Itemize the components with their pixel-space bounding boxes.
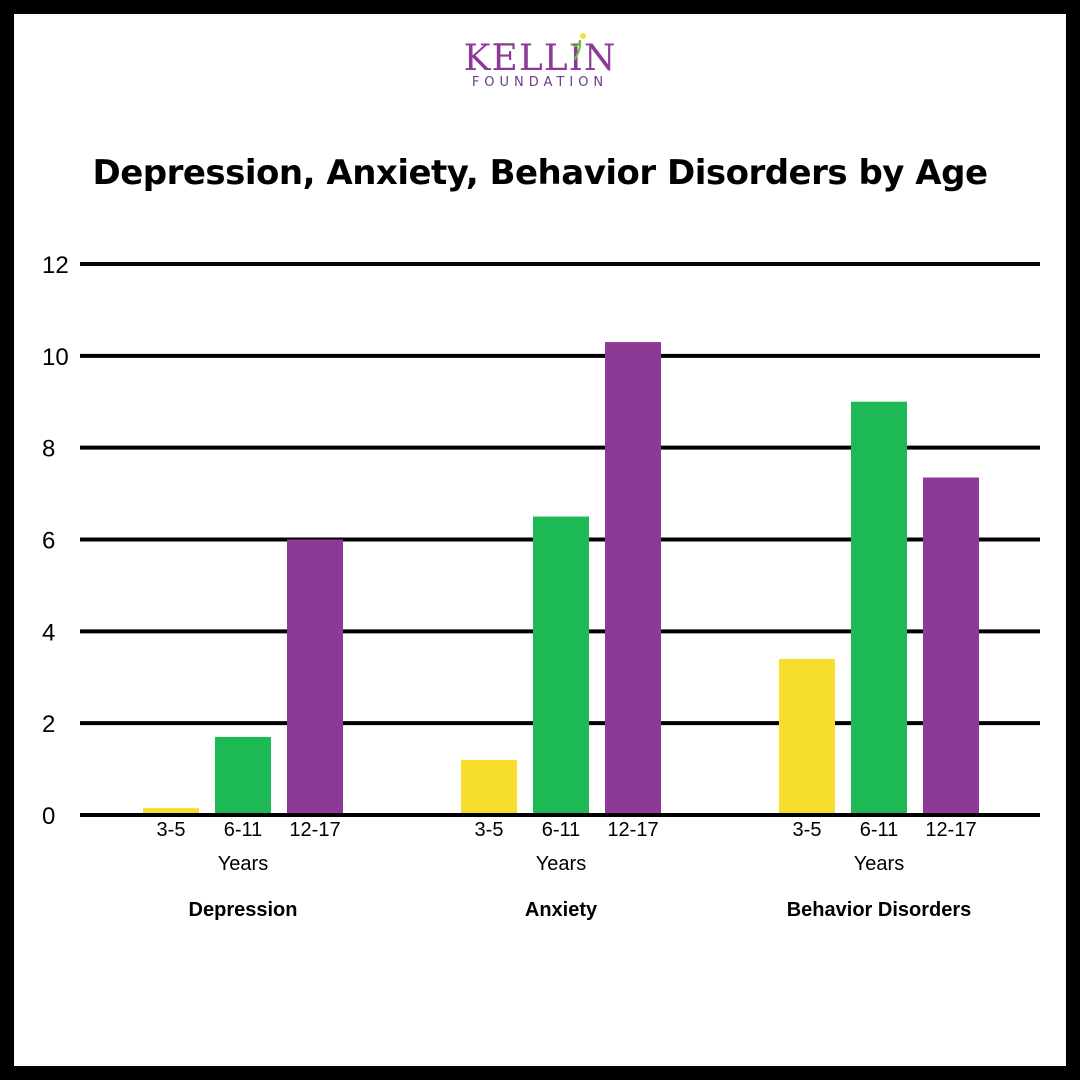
category-unit-label: Years <box>536 853 586 875</box>
category-label-3-5: 3-5 <box>157 819 186 841</box>
y-tick-label-0: 0 <box>42 803 55 830</box>
category-label-12-17: 12-17 <box>289 819 340 841</box>
logo-subtext: FOUNDATION <box>471 75 609 90</box>
y-tick-label-10: 10 <box>42 344 69 371</box>
y-tick-label-8: 8 <box>42 436 55 463</box>
bar-anxiety-3-5 <box>461 759 517 813</box>
bar-anxiety-6-11 <box>533 516 589 813</box>
category-label-12-17: 12-17 <box>925 819 976 841</box>
kellin-foundation-logo: KELLIN FOUNDATION <box>0 33 1080 90</box>
bar-depression-3-5 <box>143 808 199 813</box>
logo-main-text: KELLIN <box>463 38 617 79</box>
bar-behavior-disorders-3-5 <box>779 658 835 813</box>
y-tick-label-12: 12 <box>42 252 69 279</box>
bar-behavior-disorders-12-17 <box>923 477 979 813</box>
logo-wordmark: KELLIN <box>463 33 617 79</box>
leaf-figure-icon <box>570 33 587 61</box>
group-label-behavior-disorders: Behavior Disorders <box>787 899 972 921</box>
y-tick-label-2: 2 <box>42 711 55 738</box>
chart-title: Depression, Anxiety, Behavior Disorders … <box>92 153 988 193</box>
category-label-3-5: 3-5 <box>475 819 504 841</box>
category-label-6-11: 6-11 <box>542 819 581 841</box>
category-label-6-11: 6-11 <box>224 819 263 841</box>
bar-anxiety-12-17 <box>605 342 661 813</box>
category-unit-label: Years <box>218 853 268 875</box>
category-label-3-5: 3-5 <box>793 819 822 841</box>
category-label-6-11: 6-11 <box>860 819 899 841</box>
category-unit-label: Years <box>854 853 904 875</box>
bar-behavior-disorders-6-11 <box>851 401 907 813</box>
group-label-anxiety: Anxiety <box>525 899 598 921</box>
y-tick-label-6: 6 <box>42 528 55 555</box>
y-tick-label-4: 4 <box>42 619 55 646</box>
bar-depression-12-17 <box>287 539 343 813</box>
category-label-12-17: 12-17 <box>607 819 658 841</box>
group-label-depression: Depression <box>189 899 298 921</box>
bar-depression-6-11 <box>215 736 271 813</box>
